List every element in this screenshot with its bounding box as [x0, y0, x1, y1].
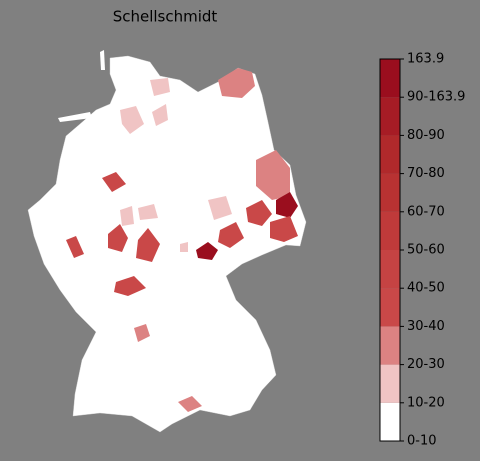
- colorbar-band: [380, 364, 400, 403]
- colorbar-band: [380, 59, 400, 98]
- region: [246, 200, 272, 226]
- colorbar-label: 60-70: [407, 204, 445, 219]
- region: [102, 172, 126, 192]
- colorbar-band: [380, 211, 400, 250]
- colorbar-label: 50-60: [407, 243, 445, 258]
- colorbar-label: 90-163.9: [407, 90, 465, 105]
- colorbar-band: [380, 402, 400, 441]
- region: [270, 216, 298, 242]
- region: [66, 236, 84, 258]
- region: [152, 104, 168, 126]
- colorbar-band: [380, 135, 400, 174]
- region: [196, 242, 218, 260]
- map-title: Schellschmidt: [113, 8, 218, 26]
- colorbar-band: [380, 250, 400, 289]
- colorbar-label: 10-20: [407, 395, 445, 410]
- colorbar-label: 30-40: [407, 319, 445, 334]
- colorbar-band: [380, 173, 400, 212]
- region: [256, 150, 290, 200]
- region: [178, 396, 202, 412]
- germany-map: [27, 50, 307, 433]
- colorbar: 0-10 10-20 20-30 30-40 40-50 50-60 60-70 70-80 8…: [379, 52, 465, 449]
- region: [120, 106, 144, 134]
- island: [58, 112, 92, 122]
- region: [218, 68, 255, 98]
- region: [134, 324, 150, 342]
- region: [108, 224, 128, 252]
- colorbar-label: 20-30: [407, 357, 445, 372]
- colorbar-label: 80-90: [407, 128, 445, 143]
- country-outline: [27, 55, 307, 433]
- region: [180, 242, 188, 252]
- colorbar-band: [380, 288, 400, 327]
- island: [100, 50, 105, 70]
- region: [120, 206, 134, 226]
- region: [218, 222, 244, 248]
- colorbar-label: 0-10: [407, 434, 437, 449]
- colorbar-band: [380, 326, 400, 365]
- colorbar-label: 40-50: [407, 281, 445, 296]
- region: [208, 196, 232, 220]
- region: [276, 192, 298, 218]
- region: [138, 204, 158, 220]
- colorbar-band: [380, 97, 400, 136]
- region: [136, 228, 160, 262]
- colorbar-label: 163.9: [407, 52, 444, 67]
- region: [150, 78, 170, 96]
- colorbar-label: 70-80: [407, 166, 445, 181]
- region: [114, 276, 146, 296]
